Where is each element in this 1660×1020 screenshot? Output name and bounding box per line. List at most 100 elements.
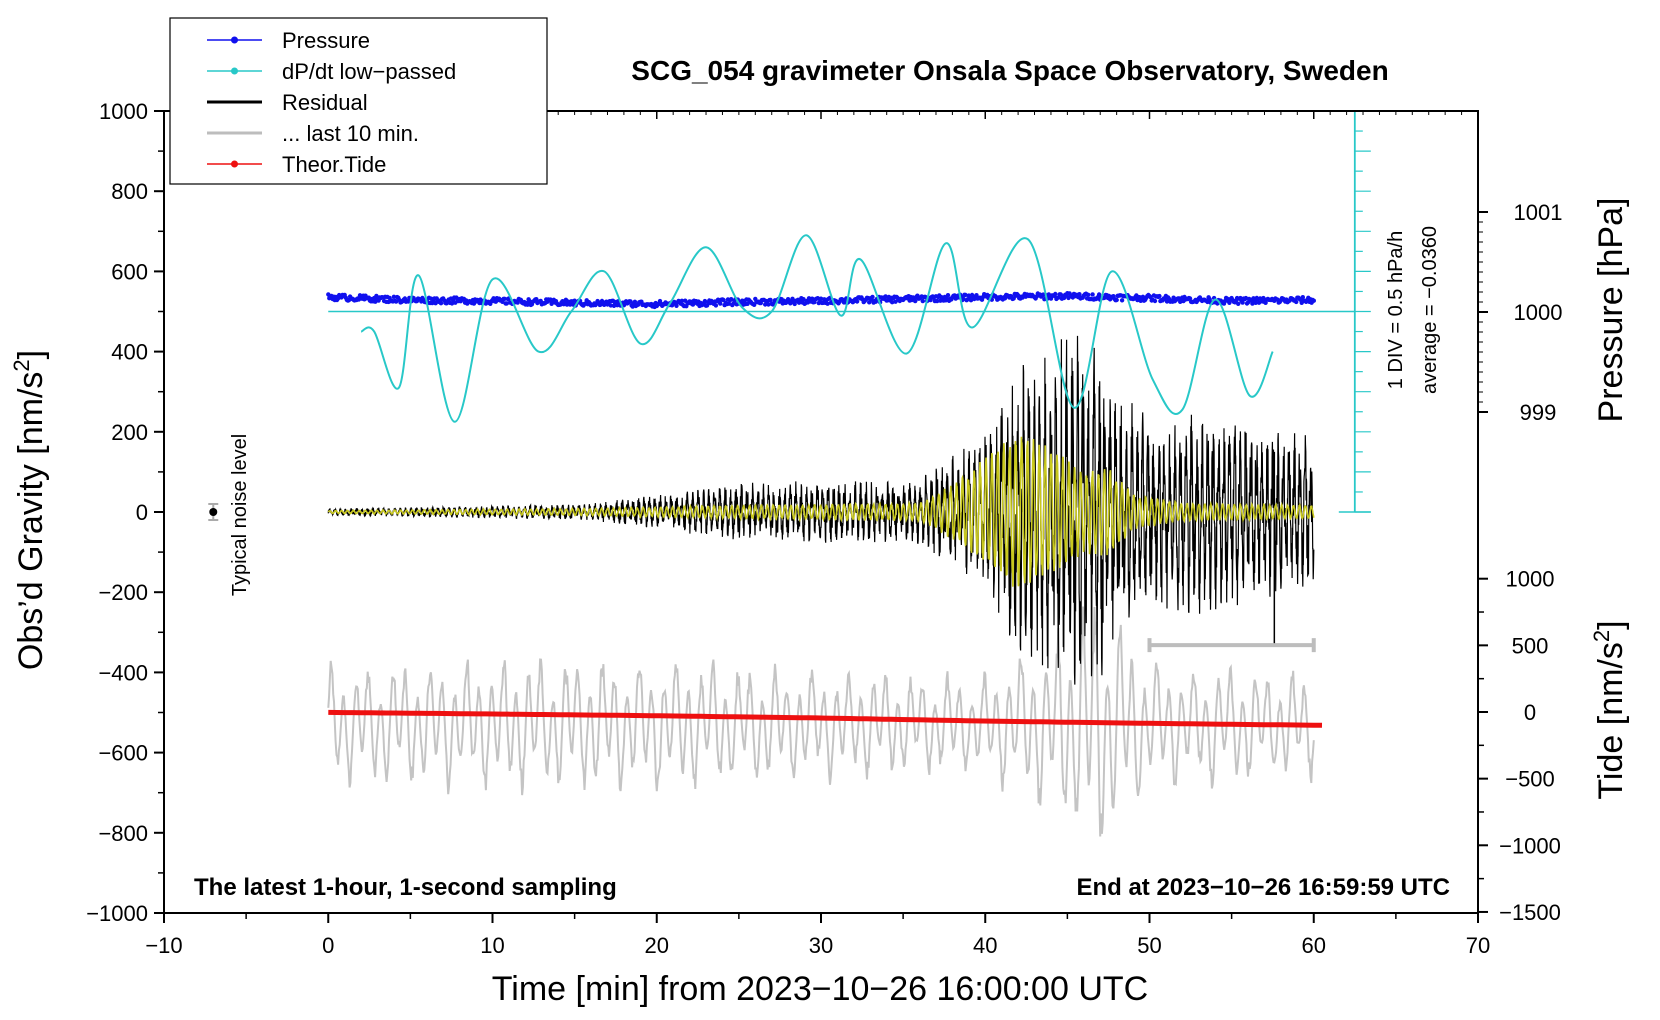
pressure-point (890, 300, 895, 305)
legend-label: Theor.Tide (282, 152, 386, 177)
y-tick-label: 400 (111, 340, 148, 365)
pressure-point (934, 298, 940, 304)
legend-label: dP/dt low−passed (282, 59, 456, 84)
pressure-point (608, 303, 613, 308)
pressure-point (752, 302, 757, 307)
pressure-axis-title: Pressure [hPa] (1592, 198, 1630, 423)
pressure-point (1256, 300, 1262, 305)
pressure-point (1119, 298, 1125, 303)
pressure-point (1300, 295, 1306, 300)
pressure-point (854, 299, 860, 304)
x-tick-label: 60 (1302, 933, 1326, 958)
pressure-point (961, 296, 966, 301)
last-10-min-line (327, 606, 1315, 837)
pressure-point (920, 298, 925, 304)
chart-annotations (208, 502, 1316, 653)
pressure-point (632, 299, 638, 304)
pressure-point (1250, 301, 1255, 306)
pressure-point (790, 296, 795, 301)
legend-label: Pressure (282, 28, 370, 53)
noise-level-label: Typical noise level (229, 434, 251, 596)
pressure-point (968, 298, 974, 303)
series-dpdt (328, 110, 1371, 513)
pressure-point (391, 294, 397, 299)
y-tick-label: −400 (98, 660, 148, 685)
x-tick-label: 40 (973, 933, 997, 958)
legend-marker (231, 36, 238, 44)
x-tick-label: 10 (480, 933, 504, 958)
legend-label: ... last 10 min. (282, 121, 419, 146)
pressure-point (815, 296, 820, 301)
pressure-point (1261, 295, 1266, 301)
tide-tick-label: 500 (1512, 633, 1549, 658)
tide-axis-title: Tide [nm/s2] (1589, 620, 1630, 799)
pressure-point (702, 298, 708, 304)
pressure-point (449, 301, 455, 306)
series-theor-tide (328, 709, 1323, 728)
x-axis-title: Time [min] from 2023−10−26 16:00:00 UTC (492, 970, 1148, 1008)
y-tick-label: −800 (98, 821, 148, 846)
series-pressure (326, 291, 1317, 310)
pressure-point (768, 297, 773, 303)
tide-tick-label: −1000 (1499, 833, 1561, 858)
pressure-point (568, 302, 573, 307)
pressure-point (818, 296, 824, 301)
pressure-point (502, 296, 507, 301)
footer-end-time: End at 2023−10−26 16:59:59 UTC (1076, 874, 1450, 901)
dpdt-scale-label: 1 DIV = 0.5 hPa/h (1385, 231, 1407, 389)
pressure-point (1240, 300, 1245, 305)
footer-sampling-note: The latest 1-hour, 1-second sampling (194, 874, 617, 901)
noise-marker (209, 508, 218, 516)
y-tick-label: −1000 (86, 901, 148, 926)
y-tick-label: 600 (111, 259, 148, 284)
x-tick-label: 20 (645, 933, 669, 958)
pressure-point (1114, 297, 1119, 303)
pressure-point (1236, 301, 1241, 306)
pressure-point (713, 303, 719, 308)
legend-label: Residual (282, 90, 368, 115)
dpdt-average-label: average = −0.0360 (1419, 226, 1441, 394)
y-tick-label: 800 (111, 179, 148, 204)
pressure-point (1157, 293, 1162, 299)
axes: −10 0 10 20 30 40 50 60 70 1000 800 600 400 200 0 −200 −… (86, 99, 1562, 958)
pressure-point (674, 303, 679, 308)
pressure-point (1227, 300, 1232, 305)
pressure-point (1090, 292, 1095, 297)
x-tick-label: 30 (809, 933, 833, 958)
pressure-point (628, 299, 633, 304)
tide-tick-label: −500 (1505, 767, 1555, 792)
pressure-point (504, 301, 509, 306)
filtered-residual-line (327, 436, 1315, 587)
y-tick-label: −200 (98, 580, 148, 605)
x-tick-label: 70 (1466, 933, 1490, 958)
x-tick-label: 0 (322, 933, 334, 958)
pressure-point (883, 294, 888, 299)
pressure-point (766, 302, 771, 307)
pressure-point (1311, 298, 1317, 303)
x-tick-label: 50 (1137, 933, 1161, 958)
series-last-10-min (327, 606, 1315, 837)
tide-tick-label: 0 (1524, 700, 1536, 725)
pressure-tick-label: 1001 (1514, 200, 1563, 225)
legend-marker (231, 67, 238, 75)
pressure-point (718, 301, 723, 306)
pressure-point (1077, 292, 1082, 297)
series-residual (327, 335, 1315, 685)
y-tick-label: 0 (136, 500, 148, 525)
residual-line (327, 335, 1315, 685)
series-residual-filtered (327, 436, 1315, 587)
pressure-point (438, 301, 444, 306)
pressure-point (1207, 297, 1212, 302)
pressure-point (1253, 300, 1258, 305)
y-tick-label: −600 (98, 741, 148, 766)
pressure-point (1096, 292, 1102, 297)
pressure-point (726, 301, 732, 306)
tide-line (328, 709, 1323, 728)
y-tick-label: 1000 (99, 99, 148, 124)
pressure-point (810, 296, 815, 301)
tide-tick-label: −1500 (1499, 900, 1561, 925)
pressure-point (525, 302, 530, 307)
tide-tick-label: 1000 (1506, 567, 1555, 592)
pressure-point (870, 294, 875, 300)
pressure-point (374, 293, 379, 299)
